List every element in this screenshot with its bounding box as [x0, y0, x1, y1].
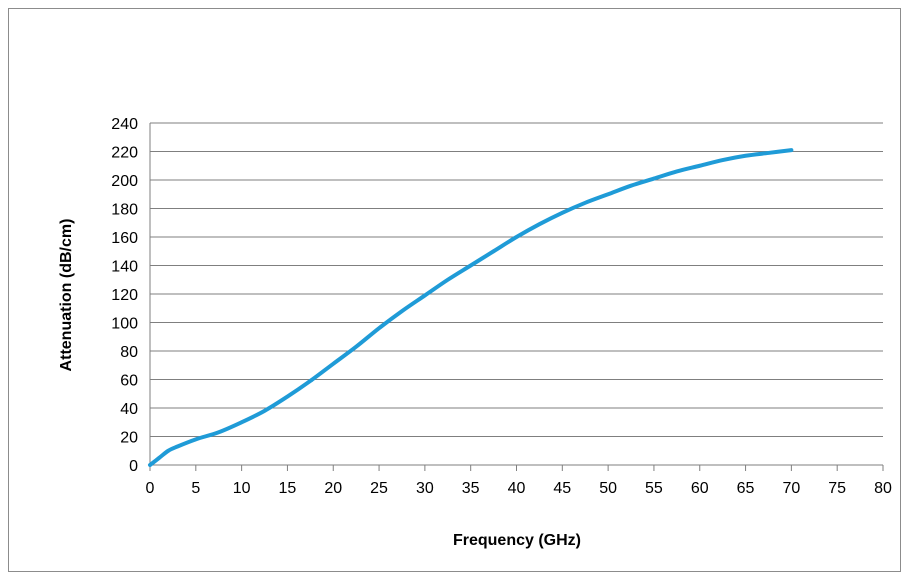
x-tick-label: 15	[279, 480, 297, 497]
y-tick-label: 120	[111, 287, 138, 304]
y-tick-label: 180	[111, 202, 138, 219]
y-tick-label: 60	[120, 373, 138, 390]
x-tick-label: 65	[737, 480, 755, 497]
y-tick-label: 220	[111, 145, 138, 162]
x-tick-label: 40	[508, 480, 526, 497]
y-tick-label: 40	[120, 401, 138, 418]
y-tick-label: 100	[111, 316, 138, 333]
x-tick-label: 5	[191, 480, 200, 497]
y-tick-label: 80	[120, 344, 138, 361]
x-tick-label: 25	[370, 480, 388, 497]
y-tick-label: 200	[111, 173, 138, 190]
x-tick-label: 50	[599, 480, 617, 497]
x-tick-label: 80	[874, 480, 892, 497]
x-tick-label: 10	[233, 480, 251, 497]
axes	[149, 123, 884, 471]
x-tick-label: 75	[828, 480, 846, 497]
y-axis-title: Attenuation (dB/cm)	[58, 219, 75, 372]
chart-frame	[8, 8, 901, 572]
y-tick-labels: 0 20 40 60 80 100 120 140 160 180 200 220 240	[111, 116, 138, 475]
x-tick-labels: 0 5 10 15 20 25 30 35 40 45 50 55 60 65 70 75 80	[146, 480, 892, 497]
x-tick-label: 35	[462, 480, 480, 497]
y-tick-label: 160	[111, 230, 138, 247]
x-tick-label: 60	[691, 480, 709, 497]
y-tick-label: 20	[120, 430, 138, 447]
y-tick-label: 0	[129, 458, 138, 475]
x-tick-label: 0	[146, 480, 155, 497]
series-layer	[148, 148, 794, 467]
x-tick-label: 45	[553, 480, 571, 497]
series-line	[148, 148, 794, 467]
y-tick-label: 140	[111, 259, 138, 276]
x-tick-label: 30	[416, 480, 434, 497]
x-tick-label: 70	[782, 480, 800, 497]
x-tick-label: 55	[645, 480, 663, 497]
x-tick-label: 20	[324, 480, 342, 497]
gridlines	[150, 122, 883, 437]
y-tick-label: 240	[111, 116, 138, 133]
x-axis-title: Frequency (GHz)	[453, 532, 581, 549]
